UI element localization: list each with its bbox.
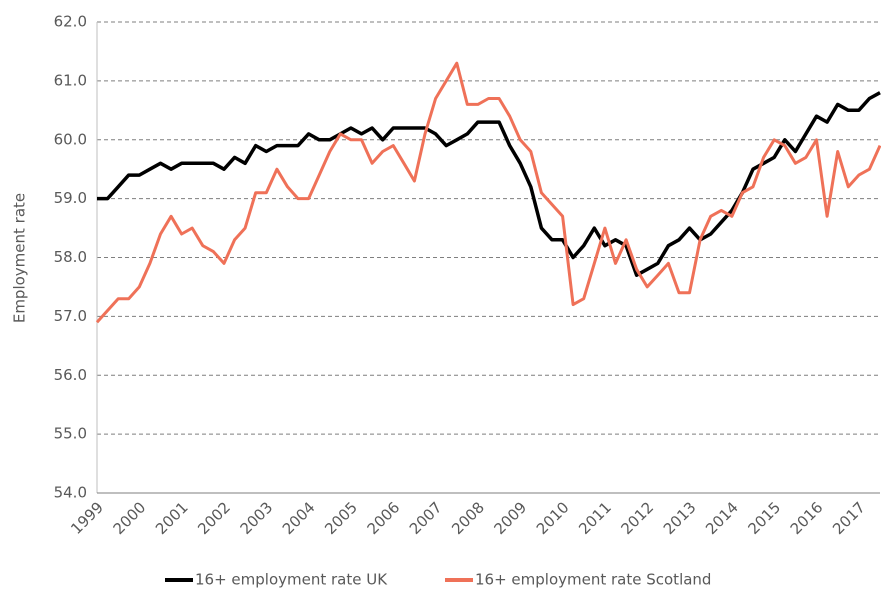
x-tick-label: 2002 — [194, 498, 234, 538]
series-line — [95, 61, 881, 324]
x-tick-label: 2013 — [660, 498, 700, 538]
x-tick-label: 2005 — [321, 498, 361, 538]
x-tick-label: 2007 — [406, 498, 446, 538]
legend-label: 16+ employment rate Scotland — [475, 571, 711, 589]
x-tick-label: 2006 — [364, 498, 404, 538]
x-tick-label: 2011 — [575, 498, 615, 538]
y-tick-label: 58.0 — [54, 248, 87, 266]
y-tick-label: 54.0 — [54, 484, 87, 502]
x-tick-label: 2016 — [787, 498, 827, 538]
y-tick-label: 56.0 — [54, 366, 87, 384]
y-tick-label: 62.0 — [54, 13, 87, 31]
x-tick-label: 2010 — [533, 498, 573, 538]
x-tick-label: 1999 — [67, 498, 107, 538]
x-tick-label: 2004 — [279, 498, 319, 538]
x-tick-label: 2017 — [829, 498, 869, 538]
x-tick-label: 2001 — [152, 498, 192, 538]
y-axis-label: Employment rate — [11, 193, 29, 323]
x-tick-label: 2009 — [491, 498, 531, 538]
x-tick-label: 2008 — [448, 498, 488, 538]
series-line — [97, 91, 881, 277]
x-tick-label: 2003 — [237, 498, 277, 538]
y-tick-label: 55.0 — [54, 425, 87, 443]
x-tick-label: 2014 — [702, 498, 742, 538]
y-tick-label: 57.0 — [54, 307, 87, 325]
y-tick-label: 60.0 — [54, 130, 87, 148]
y-tick-label: 59.0 — [54, 189, 87, 207]
y-tick-label: 61.0 — [54, 71, 87, 89]
x-tick-label: 2000 — [110, 498, 150, 538]
x-tick-label: 2012 — [617, 498, 657, 538]
x-tick-label: 2015 — [744, 498, 784, 538]
legend-label: 16+ employment rate UK — [195, 571, 388, 589]
